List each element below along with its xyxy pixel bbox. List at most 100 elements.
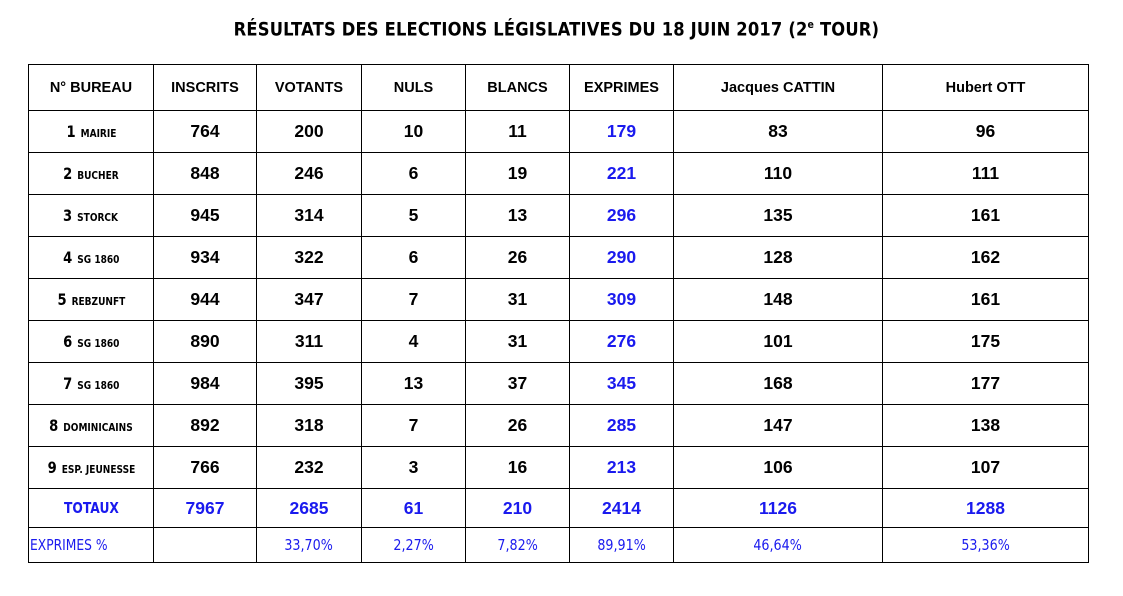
blancs-cell: 26 bbox=[465, 236, 570, 279]
bureau-cell: 3 STORCK bbox=[28, 194, 154, 237]
ott-cell: 162 bbox=[882, 236, 1089, 279]
table-row: 1 MAIRIE 764 200 10 11 179 83 96 bbox=[28, 110, 1089, 153]
pct-exprimes: 89,91% bbox=[569, 527, 674, 563]
cattin-cell: 110 bbox=[673, 152, 883, 195]
cattin-cell: 147 bbox=[673, 404, 883, 447]
cattin-cell: 135 bbox=[673, 194, 883, 237]
exprimes-cell: 290 bbox=[569, 236, 674, 279]
header-row: N° BUREAU INSCRITS VOTANTS NULS BLANCS E… bbox=[28, 64, 1089, 111]
pct-blancs: 7,82% bbox=[465, 527, 570, 563]
totals-ott: 1288 bbox=[882, 488, 1089, 528]
nuls-cell: 5 bbox=[361, 194, 466, 237]
totals-nuls: 61 bbox=[361, 488, 466, 528]
ott-cell: 177 bbox=[882, 362, 1089, 405]
blancs-cell: 37 bbox=[465, 362, 570, 405]
nuls-cell: 4 bbox=[361, 320, 466, 363]
totals-exprimes: 2414 bbox=[569, 488, 674, 528]
ott-cell: 175 bbox=[882, 320, 1089, 363]
cattin-cell: 83 bbox=[673, 110, 883, 153]
table-row: 8 DOMINICAINS 892 318 7 26 285 147 138 bbox=[28, 404, 1089, 447]
votants-cell: 347 bbox=[256, 278, 362, 321]
ott-cell: 161 bbox=[882, 194, 1089, 237]
exprimes-cell: 296 bbox=[569, 194, 674, 237]
exprimes-cell: 221 bbox=[569, 152, 674, 195]
votants-cell: 318 bbox=[256, 404, 362, 447]
inscrits-cell: 766 bbox=[153, 446, 257, 489]
table-row: 6 SG 1860 890 311 4 31 276 101 175 bbox=[28, 320, 1089, 363]
nuls-cell: 7 bbox=[361, 278, 466, 321]
inscrits-cell: 945 bbox=[153, 194, 257, 237]
header-exprimes: EXPRIMES bbox=[569, 64, 674, 111]
bureau-cell: 7 SG 1860 bbox=[28, 362, 154, 405]
votants-cell: 232 bbox=[256, 446, 362, 489]
bureau-cell: 8 DOMINICAINS bbox=[28, 404, 154, 447]
header-votants: VOTANTS bbox=[256, 64, 362, 111]
exprimes-cell: 179 bbox=[569, 110, 674, 153]
cattin-cell: 168 bbox=[673, 362, 883, 405]
table-row: 2 BUCHER 848 246 6 19 221 110 111 bbox=[28, 152, 1089, 195]
blancs-cell: 19 bbox=[465, 152, 570, 195]
nuls-cell: 6 bbox=[361, 152, 466, 195]
bureau-cell: 2 BUCHER bbox=[28, 152, 154, 195]
inscrits-cell: 848 bbox=[153, 152, 257, 195]
cattin-cell: 128 bbox=[673, 236, 883, 279]
header-nuls: NULS bbox=[361, 64, 466, 111]
votants-cell: 200 bbox=[256, 110, 362, 153]
blancs-cell: 11 bbox=[465, 110, 570, 153]
exprimes-cell: 345 bbox=[569, 362, 674, 405]
votants-cell: 322 bbox=[256, 236, 362, 279]
votants-cell: 395 bbox=[256, 362, 362, 405]
cattin-cell: 106 bbox=[673, 446, 883, 489]
table-row: 5 REBZUNFT 944 347 7 31 309 148 161 bbox=[28, 278, 1089, 321]
ott-cell: 96 bbox=[882, 110, 1089, 153]
inscrits-cell: 890 bbox=[153, 320, 257, 363]
ott-cell: 138 bbox=[882, 404, 1089, 447]
totals-label: TOTAUX bbox=[28, 488, 154, 528]
percentages-row: EXPRIMES % 33,70% 2,27% 7,82% 89,91% 46,… bbox=[28, 527, 1089, 563]
page-title: RÉSULTATS DES ELECTIONS LÉGISLATIVES DU … bbox=[233, 18, 880, 41]
ott-cell: 107 bbox=[882, 446, 1089, 489]
cattin-cell: 148 bbox=[673, 278, 883, 321]
totals-inscrits: 7967 bbox=[153, 488, 257, 528]
table-row: 7 SG 1860 984 395 13 37 345 168 177 bbox=[28, 362, 1089, 405]
bureau-cell: 4 SG 1860 bbox=[28, 236, 154, 279]
exprimes-cell: 213 bbox=[569, 446, 674, 489]
nuls-cell: 13 bbox=[361, 362, 466, 405]
pct-votants: 33,70% bbox=[256, 527, 362, 563]
nuls-cell: 10 bbox=[361, 110, 466, 153]
exprimes-cell: 276 bbox=[569, 320, 674, 363]
pct-cattin: 46,64% bbox=[673, 527, 883, 563]
blancs-cell: 31 bbox=[465, 278, 570, 321]
nuls-cell: 7 bbox=[361, 404, 466, 447]
votants-cell: 311 bbox=[256, 320, 362, 363]
table-row: 4 SG 1860 934 322 6 26 290 128 162 bbox=[28, 236, 1089, 279]
pct-ott: 53,36% bbox=[882, 527, 1089, 563]
blancs-cell: 26 bbox=[465, 404, 570, 447]
bureau-cell: 1 MAIRIE bbox=[28, 110, 154, 153]
table-row: 9 ESP. JEUNESSE 766 232 3 16 213 106 107 bbox=[28, 446, 1089, 489]
percentages-label: EXPRIMES % bbox=[28, 527, 154, 563]
totals-cattin: 1126 bbox=[673, 488, 883, 528]
cattin-cell: 101 bbox=[673, 320, 883, 363]
header-inscrits: INSCRITS bbox=[153, 64, 257, 111]
header-cattin: Jacques CATTIN bbox=[673, 64, 883, 111]
totals-row: TOTAUX 7967 2685 61 210 2414 1126 1288 bbox=[28, 488, 1089, 528]
blancs-cell: 31 bbox=[465, 320, 570, 363]
blancs-cell: 13 bbox=[465, 194, 570, 237]
blancs-cell: 16 bbox=[465, 446, 570, 489]
bureau-cell: 6 SG 1860 bbox=[28, 320, 154, 363]
bureau-cell: 9 ESP. JEUNESSE bbox=[28, 446, 154, 489]
header-bureau: N° BUREAU bbox=[28, 64, 154, 111]
header-blancs: BLANCS bbox=[465, 64, 570, 111]
header-ott: Hubert OTT bbox=[882, 64, 1089, 111]
nuls-cell: 3 bbox=[361, 446, 466, 489]
nuls-cell: 6 bbox=[361, 236, 466, 279]
inscrits-cell: 892 bbox=[153, 404, 257, 447]
inscrits-cell: 764 bbox=[153, 110, 257, 153]
inscrits-cell: 944 bbox=[153, 278, 257, 321]
pct-nuls: 2,27% bbox=[361, 527, 466, 563]
totals-blancs: 210 bbox=[465, 488, 570, 528]
ott-cell: 161 bbox=[882, 278, 1089, 321]
votants-cell: 314 bbox=[256, 194, 362, 237]
exprimes-cell: 309 bbox=[569, 278, 674, 321]
